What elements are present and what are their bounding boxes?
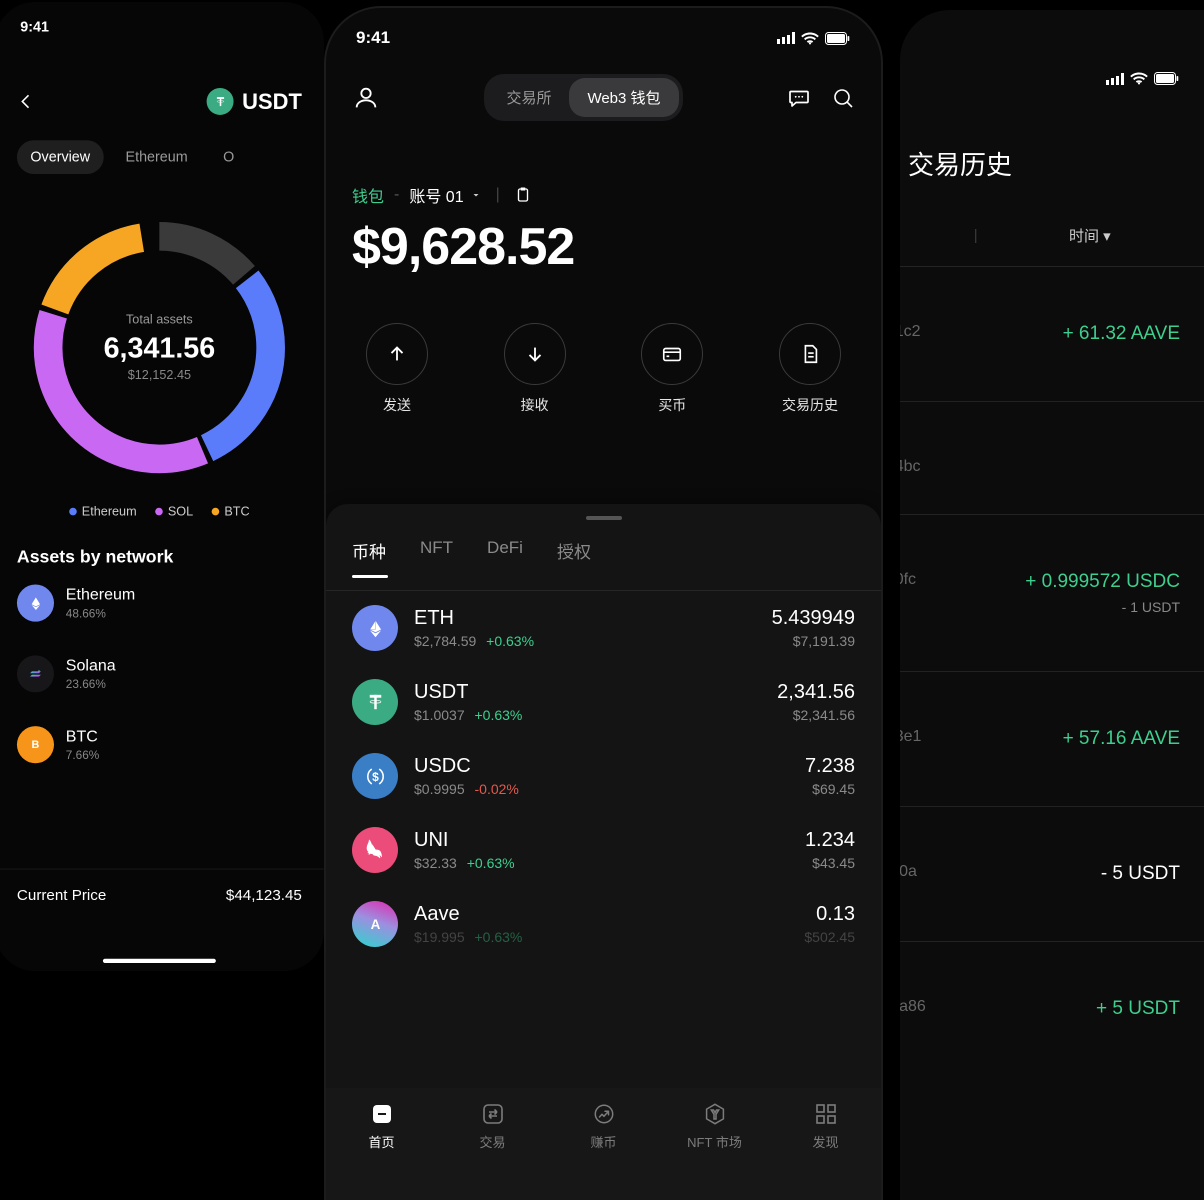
svg-text:B: B	[32, 739, 40, 751]
svg-text:A: A	[370, 916, 380, 931]
svg-text:$: $	[372, 769, 379, 783]
